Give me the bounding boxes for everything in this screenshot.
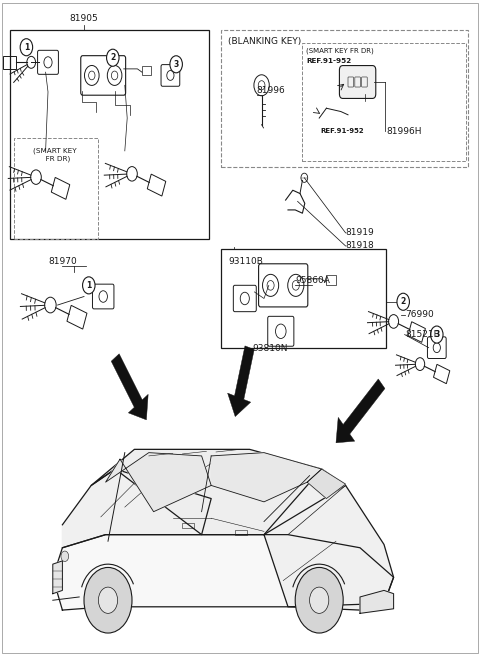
Bar (182, 523, 194, 528)
Circle shape (170, 56, 182, 73)
FancyBboxPatch shape (339, 66, 376, 98)
Circle shape (98, 587, 118, 613)
Bar (147, 174, 166, 196)
Text: 93110B: 93110B (228, 256, 263, 266)
Bar (14, 138, 98, 239)
Polygon shape (111, 354, 148, 420)
Polygon shape (360, 590, 394, 613)
Bar (221, 249, 386, 348)
Text: 1: 1 (24, 43, 29, 52)
Bar (433, 364, 450, 384)
Bar (326, 275, 336, 285)
Bar (10, 30, 209, 239)
Text: 81918: 81918 (346, 241, 374, 251)
Text: 81521B: 81521B (406, 330, 440, 339)
Bar (3, 56, 16, 69)
Circle shape (84, 567, 132, 633)
Polygon shape (264, 469, 394, 610)
Polygon shape (228, 346, 254, 417)
Circle shape (397, 293, 409, 310)
Bar (221, 30, 468, 167)
Text: 81905: 81905 (70, 14, 98, 23)
Circle shape (310, 587, 329, 613)
Text: 81996H: 81996H (386, 127, 422, 136)
Text: 81919: 81919 (346, 228, 374, 237)
Bar (67, 305, 87, 329)
Bar (408, 321, 425, 342)
Text: 2: 2 (110, 53, 115, 62)
Polygon shape (53, 535, 394, 610)
Bar (142, 66, 151, 75)
Bar (235, 530, 247, 535)
Circle shape (61, 551, 69, 562)
Circle shape (83, 277, 95, 294)
Polygon shape (336, 379, 385, 443)
Circle shape (107, 49, 119, 66)
Text: 81996: 81996 (257, 86, 286, 95)
Text: REF.91-952: REF.91-952 (321, 128, 364, 134)
Text: 76990: 76990 (406, 310, 434, 319)
Text: REF.91-952: REF.91-952 (306, 58, 351, 64)
Text: 95860A: 95860A (295, 276, 330, 285)
Polygon shape (211, 453, 322, 502)
Text: (SMART KEY FR DR): (SMART KEY FR DR) (306, 47, 374, 54)
Text: 3: 3 (174, 60, 179, 69)
Circle shape (431, 326, 443, 343)
Polygon shape (106, 453, 211, 512)
Polygon shape (307, 469, 346, 499)
Bar (51, 177, 70, 199)
Bar (302, 43, 466, 161)
Polygon shape (53, 561, 62, 594)
Text: 1: 1 (86, 281, 91, 290)
Text: 2: 2 (401, 297, 406, 306)
Circle shape (20, 39, 33, 56)
Text: (SMART KEY
  FR DR): (SMART KEY FR DR) (34, 148, 77, 161)
Text: 93810N: 93810N (252, 344, 288, 354)
Polygon shape (91, 449, 346, 535)
Circle shape (295, 567, 343, 633)
Text: 81970: 81970 (48, 256, 77, 266)
Text: 3: 3 (434, 330, 439, 339)
Polygon shape (62, 469, 211, 548)
Text: (BLANKING KEY): (BLANKING KEY) (228, 37, 301, 46)
